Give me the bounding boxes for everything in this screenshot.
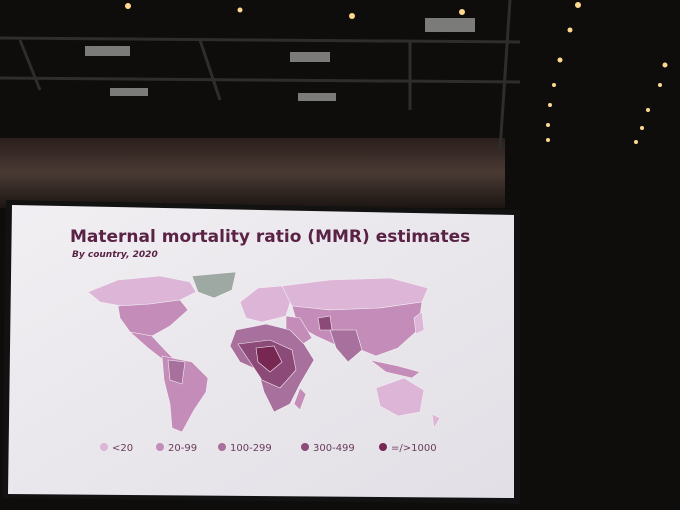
- world-map: [87, 271, 441, 433]
- region: [369, 359, 421, 379]
- ceiling-lights: [125, 2, 668, 144]
- slide-title: Maternal mortality ratio (MMR) estimates: [70, 227, 470, 247]
- legend-swatch: [156, 443, 164, 451]
- region: [293, 387, 307, 411]
- legend-swatch: [301, 443, 309, 451]
- legend-label: 300-499: [313, 443, 355, 454]
- legend-label: =/>1000: [391, 443, 437, 454]
- region: [239, 285, 293, 323]
- region: [413, 311, 425, 335]
- slide-subtitle: By country, 2020: [72, 250, 158, 260]
- legend-swatch: [218, 443, 226, 451]
- wall: [0, 138, 505, 208]
- region: [87, 275, 197, 307]
- truss: [0, 0, 521, 151]
- region: [375, 377, 425, 417]
- region: [431, 413, 441, 429]
- region: [167, 359, 186, 385]
- region: [317, 315, 333, 331]
- region: [255, 345, 283, 373]
- legend-label: 100-299: [230, 443, 272, 454]
- region: [191, 271, 237, 299]
- fixtures: [85, 18, 475, 101]
- region: [329, 329, 363, 363]
- legend-label: 20-99: [168, 443, 197, 454]
- legend-swatch: [100, 443, 108, 451]
- region: [117, 299, 189, 337]
- legend-label: <20: [112, 443, 133, 454]
- region: [291, 301, 423, 357]
- legend: <20 20-99 100-299 300-499 =/>1000: [100, 443, 437, 454]
- legend-swatch: [379, 443, 387, 451]
